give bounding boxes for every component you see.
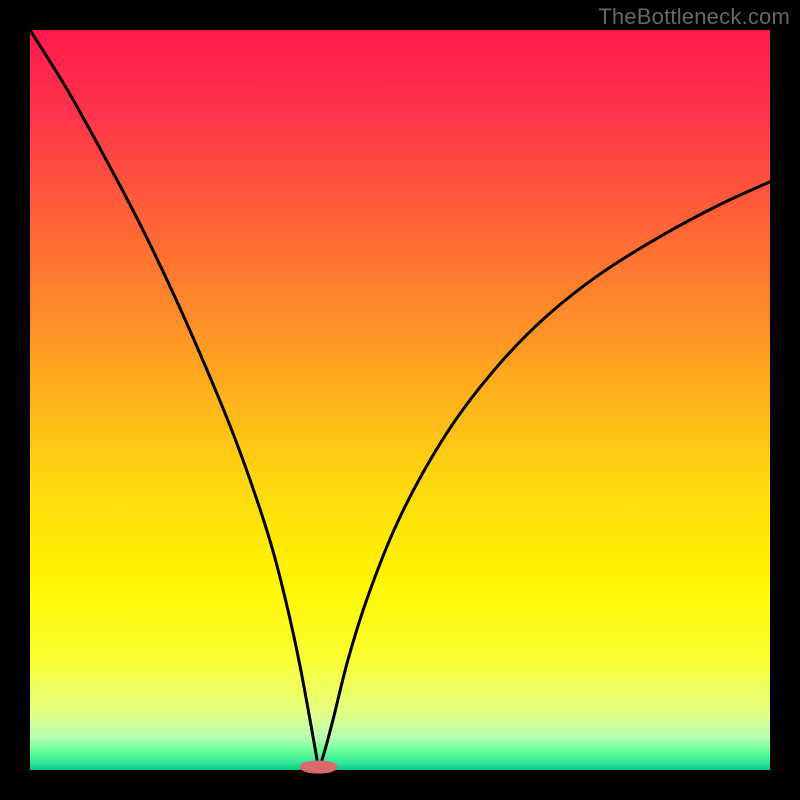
plot-background — [30, 30, 770, 770]
minimum-marker — [299, 760, 337, 773]
watermark-text: TheBottleneck.com — [598, 4, 790, 30]
chart-container: TheBottleneck.com — [0, 0, 800, 800]
bottleneck-chart — [0, 0, 800, 800]
